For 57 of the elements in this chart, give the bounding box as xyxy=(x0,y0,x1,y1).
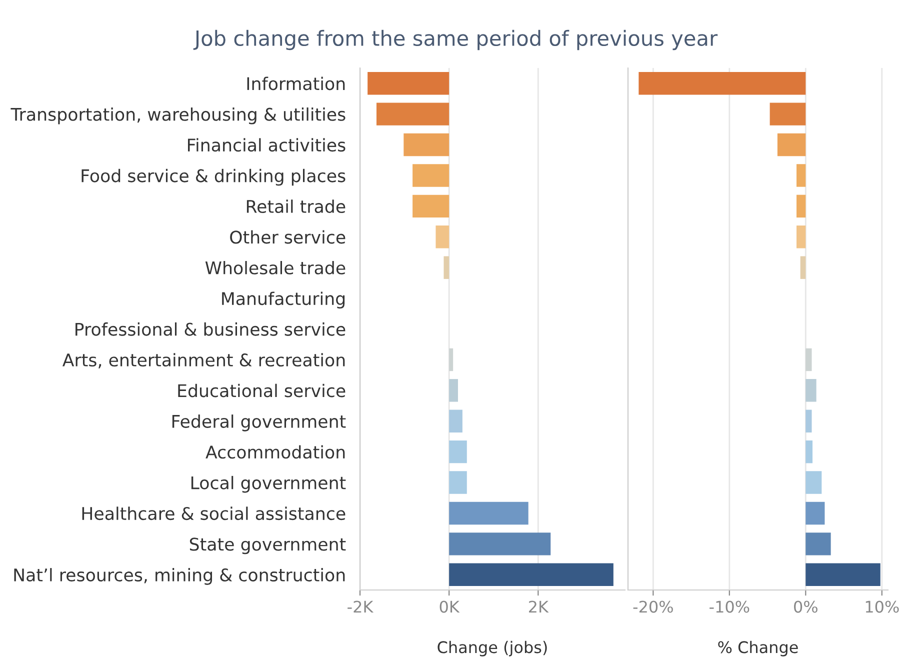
y-tick-label: Nat’l resources, mining & construction xyxy=(14,568,345,585)
x-tick-label: 2K xyxy=(529,600,549,613)
y-tick-label: Arts, entertainment & recreation xyxy=(62,353,345,368)
y-tick-label: Wholesale trade xyxy=(205,260,346,274)
bar xyxy=(806,410,812,432)
bar xyxy=(770,102,806,126)
bar xyxy=(412,164,450,187)
y-tick-label: Other service xyxy=(230,230,346,244)
bar xyxy=(449,440,467,464)
x-tick-label: -20% xyxy=(633,600,673,613)
x-tick-label: 10% xyxy=(866,600,899,613)
y-tick-label: Information xyxy=(247,76,345,90)
bar xyxy=(449,348,454,372)
x-tick-label: -10% xyxy=(710,600,750,613)
y-tick-label: Healthcare & social assistance xyxy=(82,506,346,520)
bar xyxy=(436,226,450,248)
y-tick-label: Transportation, warehousing & utilities xyxy=(10,107,346,124)
bar xyxy=(777,133,806,156)
bar xyxy=(376,102,450,126)
bar xyxy=(796,226,806,248)
y-tick-label: Financial activities xyxy=(188,138,346,152)
bar xyxy=(449,379,458,402)
bar xyxy=(806,502,825,525)
bar xyxy=(404,133,450,156)
x-tick-label: -2K xyxy=(348,600,374,613)
y-tick-label: Local government xyxy=(191,476,346,493)
bar xyxy=(806,532,831,556)
bar xyxy=(806,379,816,402)
bar xyxy=(412,194,450,218)
x-tick-label: 0% xyxy=(794,600,818,613)
x-tick-label: 0K xyxy=(440,600,460,613)
bar xyxy=(806,471,822,494)
bar xyxy=(796,164,806,187)
y-tick-label: Educational service xyxy=(178,384,346,398)
bar xyxy=(806,440,813,464)
bar xyxy=(638,72,806,95)
bar xyxy=(368,72,450,95)
bar xyxy=(796,194,806,218)
bar xyxy=(449,532,551,556)
bar xyxy=(806,348,812,372)
y-tick-label: Federal government xyxy=(172,414,346,432)
x-axis-title: % Change xyxy=(718,640,798,656)
bar xyxy=(449,410,462,432)
x-axis-title: Change (jobs) xyxy=(438,640,547,656)
y-tick-label: Retail trade xyxy=(246,200,346,214)
bar xyxy=(806,563,880,586)
chart-title: Job change from the same period of previous year xyxy=(193,30,718,50)
y-tick-label: Food service & drinking places xyxy=(82,168,346,186)
y-tick-label: State government xyxy=(190,538,346,554)
y-tick-label: Professional & business service xyxy=(76,322,346,336)
bar xyxy=(449,502,528,525)
bar xyxy=(449,563,614,586)
y-tick-label: Manufacturing xyxy=(222,292,345,308)
bar xyxy=(449,471,467,494)
bar xyxy=(444,256,450,279)
bar xyxy=(800,256,806,279)
y-tick-label: Accommodation xyxy=(206,445,345,459)
